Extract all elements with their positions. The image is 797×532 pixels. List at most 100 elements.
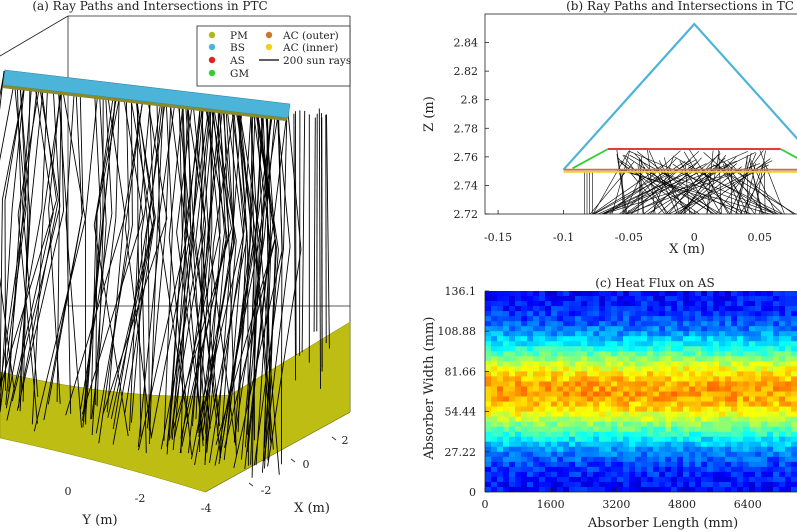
heat-cell	[497, 436, 504, 443]
heat-cell	[593, 451, 600, 458]
heat-cell	[551, 411, 558, 418]
heat-cell	[611, 381, 618, 387]
sun-ray	[0, 72, 17, 391]
heat-cell	[731, 336, 738, 342]
sun-ray-2d	[759, 150, 785, 214]
heat-cell	[743, 376, 750, 382]
heat-cell	[767, 456, 774, 463]
heat-cell	[683, 301, 690, 307]
heat-cell	[485, 481, 492, 488]
heat-cell	[509, 396, 516, 403]
sun-ray-2d	[703, 152, 775, 214]
heat-cell	[611, 336, 618, 342]
heat-cell	[623, 346, 630, 352]
heat-cell	[755, 456, 762, 463]
heat-cell	[641, 336, 648, 342]
heat-cell	[719, 296, 726, 302]
heat-cell	[551, 426, 558, 433]
heat-cell	[779, 321, 786, 327]
heat-cell	[575, 391, 582, 398]
heat-cell	[719, 381, 726, 387]
heat-cell	[617, 421, 624, 428]
heat-cell	[485, 451, 492, 458]
heat-cell	[773, 331, 780, 337]
sun-ray	[6, 74, 54, 421]
heat-cell	[515, 436, 522, 443]
heat-cell	[629, 481, 636, 488]
heat-cell	[539, 351, 546, 357]
heat-cell	[605, 471, 612, 478]
heat-cell	[665, 361, 672, 367]
heat-cell	[635, 451, 642, 458]
heat-cell	[791, 466, 797, 473]
heat-cell	[749, 346, 756, 352]
heat-cell	[737, 346, 744, 352]
heat-cell	[593, 341, 600, 347]
heat-cell	[587, 351, 594, 357]
heat-cell	[785, 386, 792, 393]
heat-cell	[671, 311, 678, 317]
heat-cell	[587, 451, 594, 458]
heat-cell	[785, 411, 792, 418]
sun-ray	[254, 103, 275, 444]
heat-cell	[659, 426, 666, 433]
heat-cell	[665, 291, 672, 297]
heat-cell	[575, 396, 582, 403]
heat-cell	[689, 476, 696, 483]
heat-cell	[515, 296, 522, 302]
heat-cell	[665, 341, 672, 347]
heat-cell	[635, 461, 642, 468]
heat-cell	[689, 391, 696, 398]
heat-cell	[509, 291, 516, 297]
heat-cell	[497, 371, 504, 377]
heat-cell	[659, 291, 666, 297]
heat-cell	[785, 451, 792, 458]
heat-cell	[749, 376, 756, 382]
heat-cell	[515, 406, 522, 413]
heat-cell	[485, 291, 492, 297]
heat-cell	[575, 406, 582, 413]
heat-cell	[659, 346, 666, 352]
heat-cell	[587, 316, 594, 322]
heat-cell	[683, 356, 690, 362]
heat-cell	[737, 301, 744, 307]
heat-cell	[665, 466, 672, 473]
heat-cell	[779, 446, 786, 453]
heat-cell	[785, 471, 792, 478]
heat-cell	[593, 366, 600, 372]
heat-cell	[689, 396, 696, 403]
heat-cell	[497, 486, 504, 492]
heat-cell	[683, 411, 690, 418]
heat-cell	[767, 446, 774, 453]
heat-cell	[515, 396, 522, 403]
heat-cell	[569, 446, 576, 453]
heat-cell	[497, 341, 504, 347]
heat-cell	[635, 301, 642, 307]
heat-cell	[563, 361, 570, 367]
heat-cell	[665, 316, 672, 322]
heat-cell	[551, 441, 558, 448]
heat-cell	[785, 341, 792, 347]
heat-cell	[641, 351, 648, 357]
heat-cell	[515, 356, 522, 362]
heat-cell	[689, 341, 696, 347]
heat-cell	[521, 371, 528, 377]
heat-cell	[665, 346, 672, 352]
sun-ray	[95, 86, 133, 434]
heat-cell	[689, 321, 696, 327]
heat-cell	[641, 386, 648, 393]
heat-cell	[677, 486, 684, 492]
heat-cell	[575, 421, 582, 428]
heat-cell	[791, 321, 797, 327]
heat-cell	[779, 301, 786, 307]
heat-cell	[605, 356, 612, 362]
heat-cell	[527, 466, 534, 473]
heat-cell	[569, 461, 576, 468]
heat-cell	[533, 486, 540, 492]
heat-cell	[527, 431, 534, 438]
heat-cell	[659, 331, 666, 337]
heat-cell	[731, 311, 738, 317]
heat-cell	[677, 331, 684, 337]
heat-cell	[737, 351, 744, 357]
heat-cell	[785, 441, 792, 448]
